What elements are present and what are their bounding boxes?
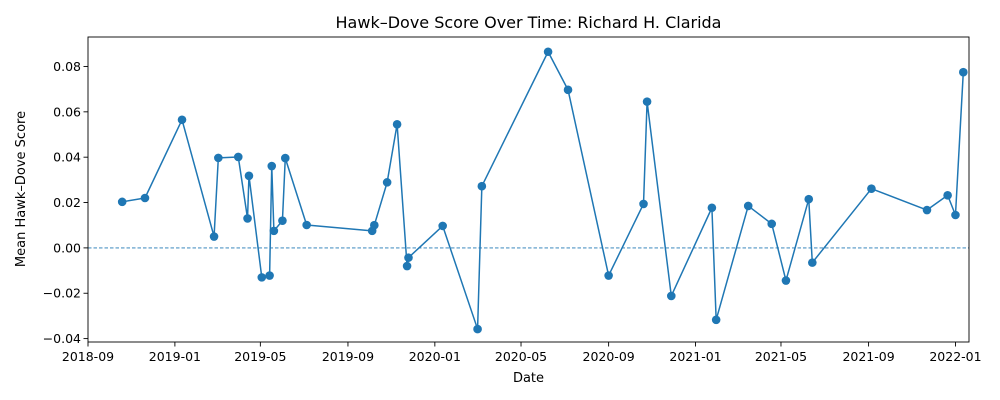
data-point — [392, 120, 402, 129]
data-point — [767, 219, 777, 229]
data-point — [639, 199, 648, 209]
data-point — [707, 203, 717, 213]
data-point — [278, 216, 287, 225]
data-point — [209, 232, 219, 241]
x-tick-label: 2021-05 — [755, 349, 807, 364]
data-point — [243, 214, 252, 223]
x-tick-label: 2019-05 — [234, 349, 286, 364]
chart-title: Hawk–Dove Score Over Time: Richard H. Cl… — [336, 13, 722, 32]
data-point — [404, 253, 413, 262]
data-point — [711, 315, 721, 325]
x-axis-title: Date — [513, 371, 544, 386]
data-point — [267, 161, 277, 171]
data-point — [382, 178, 392, 187]
data-point — [214, 153, 223, 163]
x-tick-label: 2019-01 — [149, 349, 201, 364]
y-tick-label: 0.00 — [53, 240, 81, 255]
data-point — [438, 221, 447, 231]
y-tick-label: −0.04 — [43, 331, 81, 346]
x-tick-label: 2021-01 — [669, 349, 721, 364]
data-point — [177, 115, 187, 125]
data-point — [269, 226, 279, 236]
data-point — [943, 190, 952, 200]
data-point — [370, 220, 379, 230]
y-tick-label: 0.06 — [53, 104, 81, 119]
data-point — [280, 153, 290, 163]
x-tick-label: 2020-05 — [495, 349, 547, 364]
series-line — [122, 50, 965, 330]
x-tick-label: 2020-09 — [583, 349, 635, 364]
data-point — [666, 291, 676, 301]
x-tick-label: 2022-01 — [929, 349, 981, 364]
x-tick-label: 2019-09 — [322, 349, 374, 364]
data-point — [302, 220, 311, 230]
data-point — [265, 271, 274, 280]
data-point — [257, 273, 267, 282]
data-point — [781, 276, 791, 285]
y-tick-label: −0.02 — [43, 286, 81, 301]
data-point — [477, 181, 487, 191]
x-tick-label: 2021-09 — [842, 349, 894, 364]
data-point — [922, 205, 932, 215]
data-point — [402, 261, 412, 271]
plot-frame — [87, 36, 970, 343]
data-point — [543, 47, 553, 57]
axes: 2018-09 2019-01 2019-05 2019-09 2020-01 2020-… — [43, 36, 982, 364]
y-tick-label: 0.02 — [53, 195, 81, 210]
data-point — [642, 97, 652, 106]
data-point — [233, 152, 243, 162]
data-point — [808, 258, 817, 267]
data-point — [804, 194, 814, 204]
data-point — [743, 201, 753, 211]
data-point — [959, 67, 968, 77]
y-tick-label: 0.08 — [53, 59, 81, 74]
data-point — [604, 271, 613, 280]
data-point — [867, 184, 876, 194]
x-tick-label: 2018-09 — [62, 349, 114, 364]
data-point — [951, 210, 960, 220]
x-tick-label: 2020-01 — [409, 349, 461, 364]
data-point — [563, 85, 573, 95]
plot-area — [88, 47, 969, 334]
data-point — [140, 193, 150, 203]
data-point — [473, 324, 482, 334]
y-axis-title: Mean Hawk–Dove Score — [14, 111, 29, 267]
data-point — [244, 171, 254, 181]
y-tick-label: 0.04 — [53, 150, 81, 165]
data-point — [117, 197, 127, 207]
